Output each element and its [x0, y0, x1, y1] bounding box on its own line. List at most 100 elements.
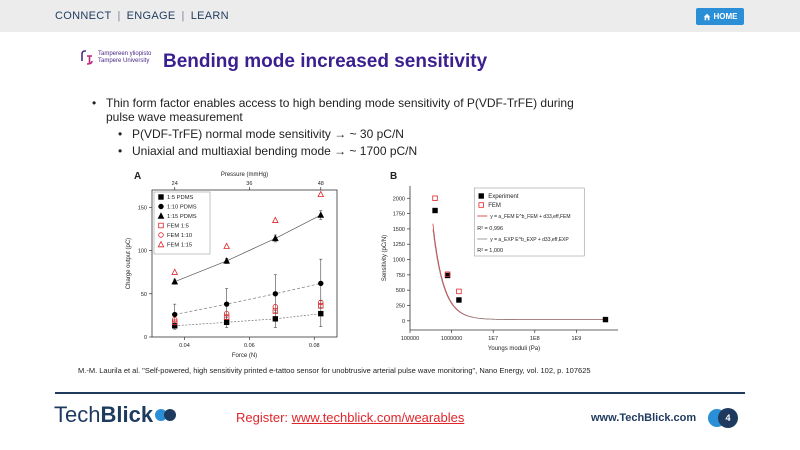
- data-point-b: [444, 271, 451, 277]
- top-tick-label-a: 48: [318, 181, 324, 187]
- x-tick-label-a: 0.04: [179, 343, 190, 349]
- panel-label-a: A: [134, 171, 141, 182]
- data-point-a: [171, 277, 179, 285]
- home-button[interactable]: HOME: [696, 8, 744, 25]
- slide-title: Bending mode increased sensitivity: [163, 51, 488, 72]
- logo-line-2: Tampere University: [98, 58, 150, 64]
- brand-blick: Blick: [100, 402, 154, 427]
- legend-marker-b: [478, 202, 484, 208]
- x-axis-label-b: Youngs moduli (Pa): [488, 346, 540, 352]
- bullet-sub-2: Uniaxial and multiaxial bending mode → ~…: [118, 144, 576, 158]
- y-tick-label-b: 0: [402, 319, 405, 325]
- legend-label-a: 1:10 PDMS: [167, 205, 197, 211]
- chart-a: A Pressure (mmHg) 24 36 48 0.04 0.06 0.08 0 50 100…: [126, 171, 338, 359]
- brand-tech: Tech: [54, 402, 101, 427]
- chart-b: B 100000 1000000 1E7 1E8 1E9 0 250 500 750 1000 125…: [382, 171, 618, 352]
- data-point-a: [223, 319, 230, 325]
- y-tick-label-b: 2000: [393, 196, 405, 202]
- data-point-a: [318, 303, 324, 309]
- data-point-b: [432, 207, 438, 214]
- x-tick-label-b: 1E9: [572, 336, 582, 342]
- legend-marker-b: [478, 193, 484, 199]
- data-point-a: [172, 311, 178, 318]
- top-bar: CONNECT | ENGAGE | LEARN HOME: [0, 0, 800, 32]
- legend-label-a: FEM 1:5: [167, 224, 189, 230]
- data-point-a: [172, 317, 178, 323]
- data-point-a: [223, 314, 230, 320]
- nav-engage[interactable]: ENGAGE: [126, 10, 176, 22]
- data-point-a: [223, 310, 230, 317]
- brand-dots-icon: [155, 409, 177, 421]
- x-axis-label-a: Force (N): [232, 353, 257, 359]
- panel-label-b: B: [390, 171, 397, 182]
- data-point-a: [223, 242, 231, 249]
- data-point-a: [318, 299, 324, 306]
- top-tick-label-a: 24: [172, 181, 178, 187]
- legend-label-a: 1:15 PDMS: [167, 214, 197, 220]
- series-line-a: [174, 313, 321, 327]
- y-tick-label-b: 1000: [393, 258, 405, 264]
- data-point-b: [602, 316, 609, 323]
- legend-label-b: y = a_EXP E^b_EXP + d33,eff,EXP: [490, 237, 569, 243]
- y-tick-label-b: 500: [396, 288, 405, 294]
- legend-label-b: FEM: [488, 203, 501, 209]
- x-tick-label-b: 1E8: [530, 336, 540, 342]
- legend-marker-a: [157, 212, 165, 219]
- register-text: Register: www.techblick.com/wearables: [236, 410, 464, 425]
- y-tick-label-a: 100: [138, 249, 147, 255]
- legend-marker-a: [158, 222, 164, 229]
- register-link[interactable]: www.techblick.com/wearables: [291, 410, 465, 425]
- y-tick-label-b: 1250: [393, 242, 405, 248]
- data-point-a: [271, 234, 279, 242]
- bullet-list: Thin form factor enables access to high …: [92, 96, 576, 158]
- data-point-a: [171, 268, 179, 275]
- data-point-b: [432, 195, 438, 201]
- legend-box-b: [473, 187, 585, 257]
- logo-line-1: Tampereen yliopisto: [98, 51, 152, 57]
- techblick-logo: Tech Blick: [54, 402, 177, 428]
- data-point-a: [317, 190, 325, 198]
- series-line-a: [174, 283, 321, 315]
- data-point-a: [272, 316, 279, 322]
- legend-marker-a: [157, 240, 165, 248]
- legend-label-b: y = a_FEM E^b_FEM + d33,eff,FEM: [490, 214, 570, 220]
- legend-label-b: R² = 0,996: [477, 226, 503, 232]
- x-tick-label-a: 0.06: [244, 343, 255, 349]
- y-tick-label-b: 1500: [393, 227, 405, 233]
- data-point-a: [223, 257, 231, 264]
- university-logo-icon: [81, 50, 93, 65]
- y-tick-label-a: 50: [141, 292, 147, 298]
- data-point-a: [272, 304, 279, 310]
- data-point-b: [456, 297, 462, 303]
- legend-label-a: FEM 1:10: [167, 233, 192, 239]
- nav-connect[interactable]: CONNECT: [55, 10, 112, 22]
- nav-separator: |: [117, 10, 121, 22]
- fit-curve-b: [432, 229, 604, 320]
- data-point-a: [318, 310, 324, 317]
- top-tick-label-a: 36: [246, 181, 252, 187]
- data-point-a: [272, 291, 279, 297]
- site-url[interactable]: www.TechBlick.com: [591, 412, 697, 424]
- y-axis-label-a: Charge output (pC): [126, 238, 132, 289]
- nav-separator: |: [181, 10, 185, 22]
- register-label: Register:: [236, 410, 292, 425]
- citation-caption: M.-M. Laurila et al. "Self-powered, high…: [78, 366, 591, 375]
- nav-learn[interactable]: LEARN: [190, 10, 229, 22]
- x-tick-label-b: 100000: [401, 336, 419, 342]
- y-tick-label-b: 750: [396, 273, 405, 279]
- legend-marker-a: [158, 203, 164, 210]
- plot-frame-a: [151, 189, 338, 338]
- home-button-label: HOME: [713, 12, 738, 21]
- data-point-a: [318, 280, 324, 287]
- data-point-b: [456, 288, 462, 295]
- footer-divider: [55, 392, 745, 394]
- data-point-a: [271, 216, 279, 223]
- y-tick-label-b: 250: [396, 303, 405, 309]
- legend-label-b: R² = 1,000: [477, 248, 503, 254]
- data-point-a: [172, 319, 178, 325]
- page-number: 4: [718, 408, 738, 428]
- university-logo: Tampereen yliopisto Tampere University: [80, 50, 151, 66]
- top-axis-label-a: Pressure (mmHg): [221, 172, 268, 178]
- data-point-a: [223, 301, 230, 307]
- x-tick-label-b: 1000000: [441, 336, 462, 342]
